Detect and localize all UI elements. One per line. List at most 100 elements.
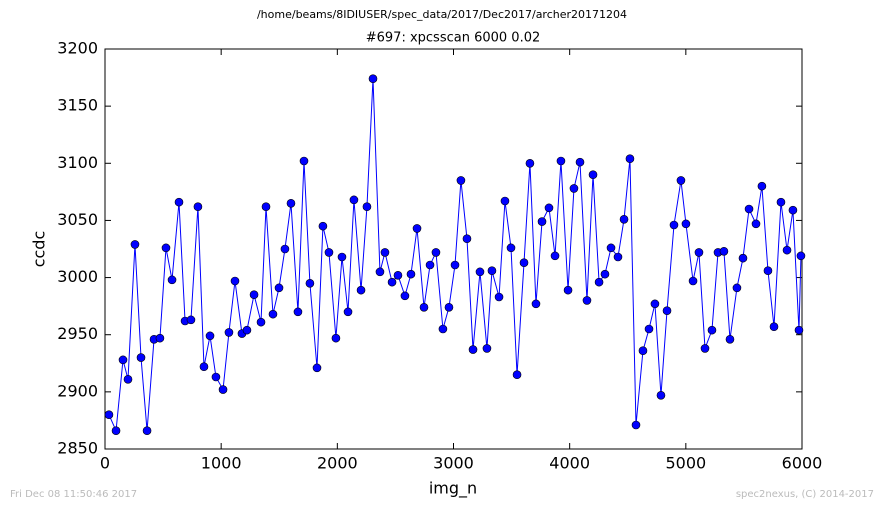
data-point [512,370,522,380]
x-tick-label: 2000 [317,454,358,473]
data-point [425,260,435,270]
data-point [142,426,152,436]
data-point [224,328,234,337]
y-tick-label: 2900 [57,381,98,400]
data-point [506,243,516,253]
data-point [274,283,284,293]
data-point [343,307,353,317]
data-point [123,374,133,384]
data-point [349,195,359,205]
data-point [482,344,492,353]
chart-title: #697: xpcsscan 6000 0.02 [366,31,541,46]
data-point [387,277,397,287]
y-tick-label: 3200 [57,39,98,58]
data-point [707,325,717,335]
footer-right: spec2nexus, (C) 2014-2017 [736,489,874,500]
data-point [174,197,184,207]
y-tick-label: 3050 [57,210,98,229]
data-point [600,269,610,279]
data-point [280,244,290,254]
data-point [136,353,146,362]
data-point [286,198,296,208]
x-axis-label: img_n [429,479,477,499]
data-point [563,285,573,295]
data-point [256,317,266,327]
data-point [331,333,341,343]
data-point [744,204,754,214]
data-point [669,220,679,230]
data-point [356,285,366,295]
data-point [393,270,403,280]
y-tick-label: 3000 [57,267,98,286]
data-point [519,258,529,268]
data-point [293,307,303,317]
data-point [118,355,128,365]
data-point [613,252,623,262]
data-point [456,176,466,185]
data-point [199,362,209,372]
data-point [167,275,177,285]
x-tick-label: 6000 [782,454,823,473]
data-point [242,325,252,335]
y-tick-label: 3100 [57,153,98,172]
data-point [732,283,742,293]
data-point [525,158,535,168]
suptitle: /home/beams/8IDIUSER/spec_data/2017/Dec2… [257,8,627,21]
data-point [575,157,585,167]
x-tick-label: 0 [100,454,110,473]
data-point [155,333,165,343]
data-point [606,243,616,253]
data-point [619,214,629,224]
footer-left: Fri Dec 08 11:50:46 2017 [10,489,137,500]
data-point [650,299,660,309]
data-point [318,221,328,231]
data-point [625,154,635,164]
data-point [776,197,786,207]
data-point [738,253,748,263]
data-point [406,269,416,279]
data-point [130,240,140,249]
data-point [468,345,478,354]
data-point [788,205,798,215]
data-point [305,278,315,288]
data-point [375,267,385,277]
data-point [550,251,560,261]
x-tick-label: 1000 [201,454,242,473]
data-point [588,170,598,180]
data-point [218,385,228,394]
data-point [230,276,240,286]
data-point [594,277,604,287]
data-point [569,184,579,193]
data-point [638,346,648,356]
data-point [757,181,767,191]
data-point [769,322,779,332]
data-point [312,363,322,373]
data-point [337,252,347,262]
data-point [681,219,691,229]
data-point [631,420,641,430]
x-tick-label: 5000 [665,454,706,473]
x-tick-label: 4000 [549,454,590,473]
data-point [438,324,448,334]
data-point [161,243,171,253]
data-point [193,202,203,212]
data-point [362,202,372,212]
data-point [700,344,710,353]
data-point [431,248,441,257]
data-point [796,251,806,261]
series-line [108,78,802,433]
data-point [763,266,773,276]
data-point [544,203,554,213]
data-point [462,234,472,244]
data-point [656,390,666,400]
data-point [694,248,704,257]
y-tick-label: 3150 [57,96,98,115]
data-point [688,276,698,286]
data-point [104,410,114,420]
data-point [444,302,454,312]
y-tick-label: 2950 [57,324,98,343]
data-point [556,156,566,166]
data-point [782,245,792,255]
x-tick-label: 3000 [433,454,474,473]
